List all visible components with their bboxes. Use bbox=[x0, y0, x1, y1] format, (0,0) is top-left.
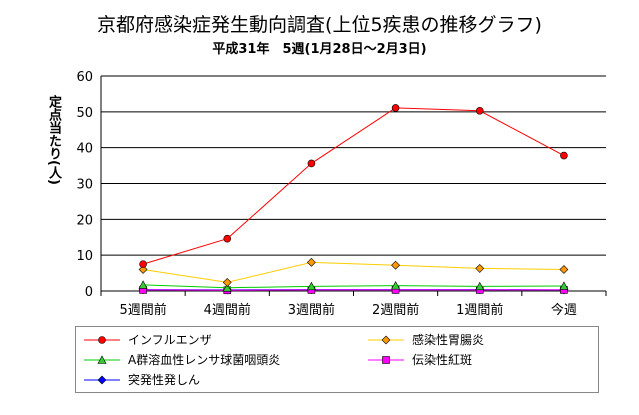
data-point bbox=[222, 277, 232, 287]
legend-swatch bbox=[368, 356, 404, 364]
legend: インフルエンザ 感染性胃腸炎 A群溶血性レンサ球菌咽頭炎 伝染性紅斑突発性発しん bbox=[75, 326, 599, 393]
x-tick-label: 今週 bbox=[551, 302, 577, 318]
x-tick-label: 5週間前 bbox=[119, 302, 166, 318]
series-line bbox=[142, 107, 565, 265]
legend-label: A群溶血性レンサ球菌咽頭炎 bbox=[128, 353, 281, 367]
legend-marker bbox=[97, 355, 107, 364]
legend-swatch bbox=[84, 375, 120, 385]
data-point bbox=[560, 151, 568, 160]
y-tick-label: 0 bbox=[85, 285, 93, 300]
y-tick-label: 40 bbox=[76, 142, 93, 157]
data-point bbox=[138, 265, 148, 274]
data-point bbox=[475, 281, 485, 291]
legend-swatch bbox=[84, 336, 120, 344]
legend-marker bbox=[97, 375, 107, 385]
data-point bbox=[475, 106, 484, 115]
data-point bbox=[223, 234, 232, 243]
legend-marker bbox=[381, 335, 391, 345]
legend-swatch bbox=[368, 335, 404, 345]
data-point bbox=[391, 280, 401, 290]
y-axis-label: 定点当たり(人) bbox=[46, 95, 61, 185]
y-tick-label: 50 bbox=[76, 106, 93, 121]
data-point bbox=[138, 280, 148, 289]
legend-label: 伝染性紅斑 bbox=[412, 353, 473, 367]
line-chart: 0 10 20 30 40 50 60 5週間前 4週間前 3週間前 2週間前 1週間前 今週 bbox=[76, 70, 607, 318]
y-tick-label: 60 bbox=[76, 70, 93, 85]
legend-marker bbox=[382, 356, 390, 364]
legend-marker bbox=[98, 336, 106, 344]
data-point bbox=[391, 104, 400, 112]
x-tick-label: 1週間前 bbox=[456, 302, 503, 318]
legend-swatch bbox=[84, 355, 120, 364]
legend-label: インフルエンザ bbox=[128, 333, 212, 347]
x-tick-label: 3週間前 bbox=[288, 302, 335, 318]
data-point bbox=[475, 264, 485, 273]
data-point bbox=[139, 260, 147, 268]
y-tick-label: 30 bbox=[76, 178, 93, 193]
series-line bbox=[143, 261, 564, 283]
y-tick-label: 20 bbox=[76, 213, 93, 228]
x-tick-label: 2週間前 bbox=[372, 302, 419, 318]
chart-title: 京都府感染症発生動向調査(上位5疾患の推移グラフ) bbox=[97, 14, 542, 36]
x-tick-label: 4週間前 bbox=[204, 302, 251, 318]
chart-subtitle: 平成31年 5週(1月28日〜2月3日) bbox=[212, 42, 427, 57]
data-point bbox=[559, 281, 569, 290]
data-point bbox=[307, 159, 316, 168]
data-point bbox=[391, 260, 401, 270]
y-tick-label: 10 bbox=[76, 249, 93, 264]
data-point bbox=[306, 281, 316, 291]
data-point bbox=[306, 257, 316, 267]
legend-label: 突発性発しん bbox=[128, 373, 201, 387]
data-point bbox=[559, 265, 569, 274]
data-point bbox=[222, 283, 232, 292]
series-line bbox=[143, 284, 564, 289]
legend-label: 感染性胃腸炎 bbox=[412, 333, 485, 347]
